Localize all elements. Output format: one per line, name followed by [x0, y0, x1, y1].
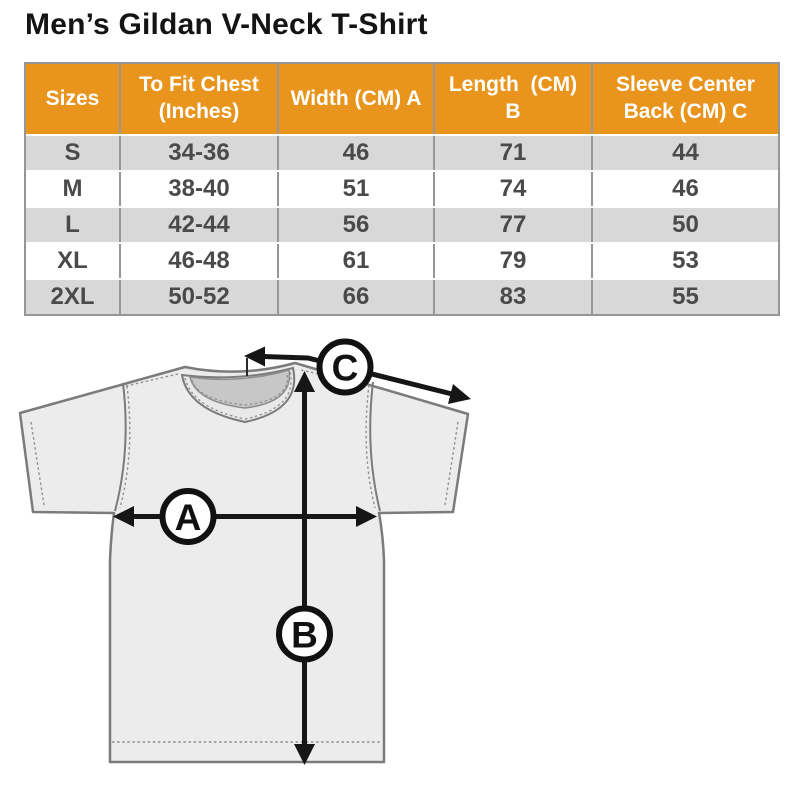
cell-length: 77	[435, 208, 593, 242]
cell-size: S	[26, 136, 121, 170]
cell-sleeve: 44	[593, 136, 778, 170]
left-shoulder-stitch	[125, 373, 179, 387]
cell-size: L	[26, 208, 121, 242]
sleeve-label-circle: C	[316, 338, 374, 396]
cell-sleeve: 50	[593, 208, 778, 242]
cell-size: M	[26, 172, 121, 206]
length-arrow	[294, 371, 315, 765]
right-sleeve-hem-stitch	[444, 421, 459, 506]
cell-chest: 46-48	[121, 244, 279, 278]
cell-chest: 50-52	[121, 280, 279, 314]
cell-width: 51	[279, 172, 435, 206]
cell-size: 2XL	[26, 280, 121, 314]
cell-length: 74	[435, 172, 593, 206]
page-title: Men’s Gildan V-Neck T-Shirt	[25, 8, 428, 41]
cell-sleeve: 55	[593, 280, 778, 314]
column-header-width: Width (CM) A	[279, 64, 435, 134]
cell-sleeve: 46	[593, 172, 778, 206]
column-header-sizes: Sizes	[26, 64, 121, 134]
collar-outer-stitch	[184, 370, 292, 420]
left-sleeve-hem-stitch	[30, 421, 45, 506]
cell-chest: 42-44	[121, 208, 279, 242]
left-armhole-stitch	[119, 385, 131, 509]
cell-sleeve: 53	[593, 244, 778, 278]
size-table: Sizes To Fit Chest (Inches) Width (CM) A…	[24, 62, 780, 316]
cell-chest: 38-40	[121, 172, 279, 206]
cell-chest: 34-36	[121, 136, 279, 170]
tshirt-measurement-diagram: A B C	[18, 338, 471, 765]
cell-width: 56	[279, 208, 435, 242]
sleeve-arrow	[244, 346, 471, 404]
cell-width: 46	[279, 136, 435, 170]
sleeve-label: C	[332, 348, 359, 389]
cell-length: 71	[435, 136, 593, 170]
column-header-length: Length (CM) B	[435, 64, 593, 134]
cell-length: 83	[435, 280, 593, 314]
cell-size: XL	[26, 244, 121, 278]
width-label: A	[175, 497, 202, 538]
width-label-circle: A	[159, 488, 217, 545]
column-header-chest: To Fit Chest (Inches)	[121, 64, 279, 134]
cell-width: 66	[279, 280, 435, 314]
length-label-circle: B	[276, 605, 333, 663]
cell-length: 79	[435, 244, 593, 278]
right-armhole-seam	[369, 381, 381, 512]
tshirt-outline	[18, 361, 470, 764]
length-label: B	[291, 615, 318, 656]
column-header-sleeve: Sleeve Center Back (CM) C	[593, 64, 778, 134]
cell-width: 61	[279, 244, 435, 278]
left-armhole-seam	[114, 382, 127, 512]
collar-inner-stitch	[191, 372, 289, 406]
